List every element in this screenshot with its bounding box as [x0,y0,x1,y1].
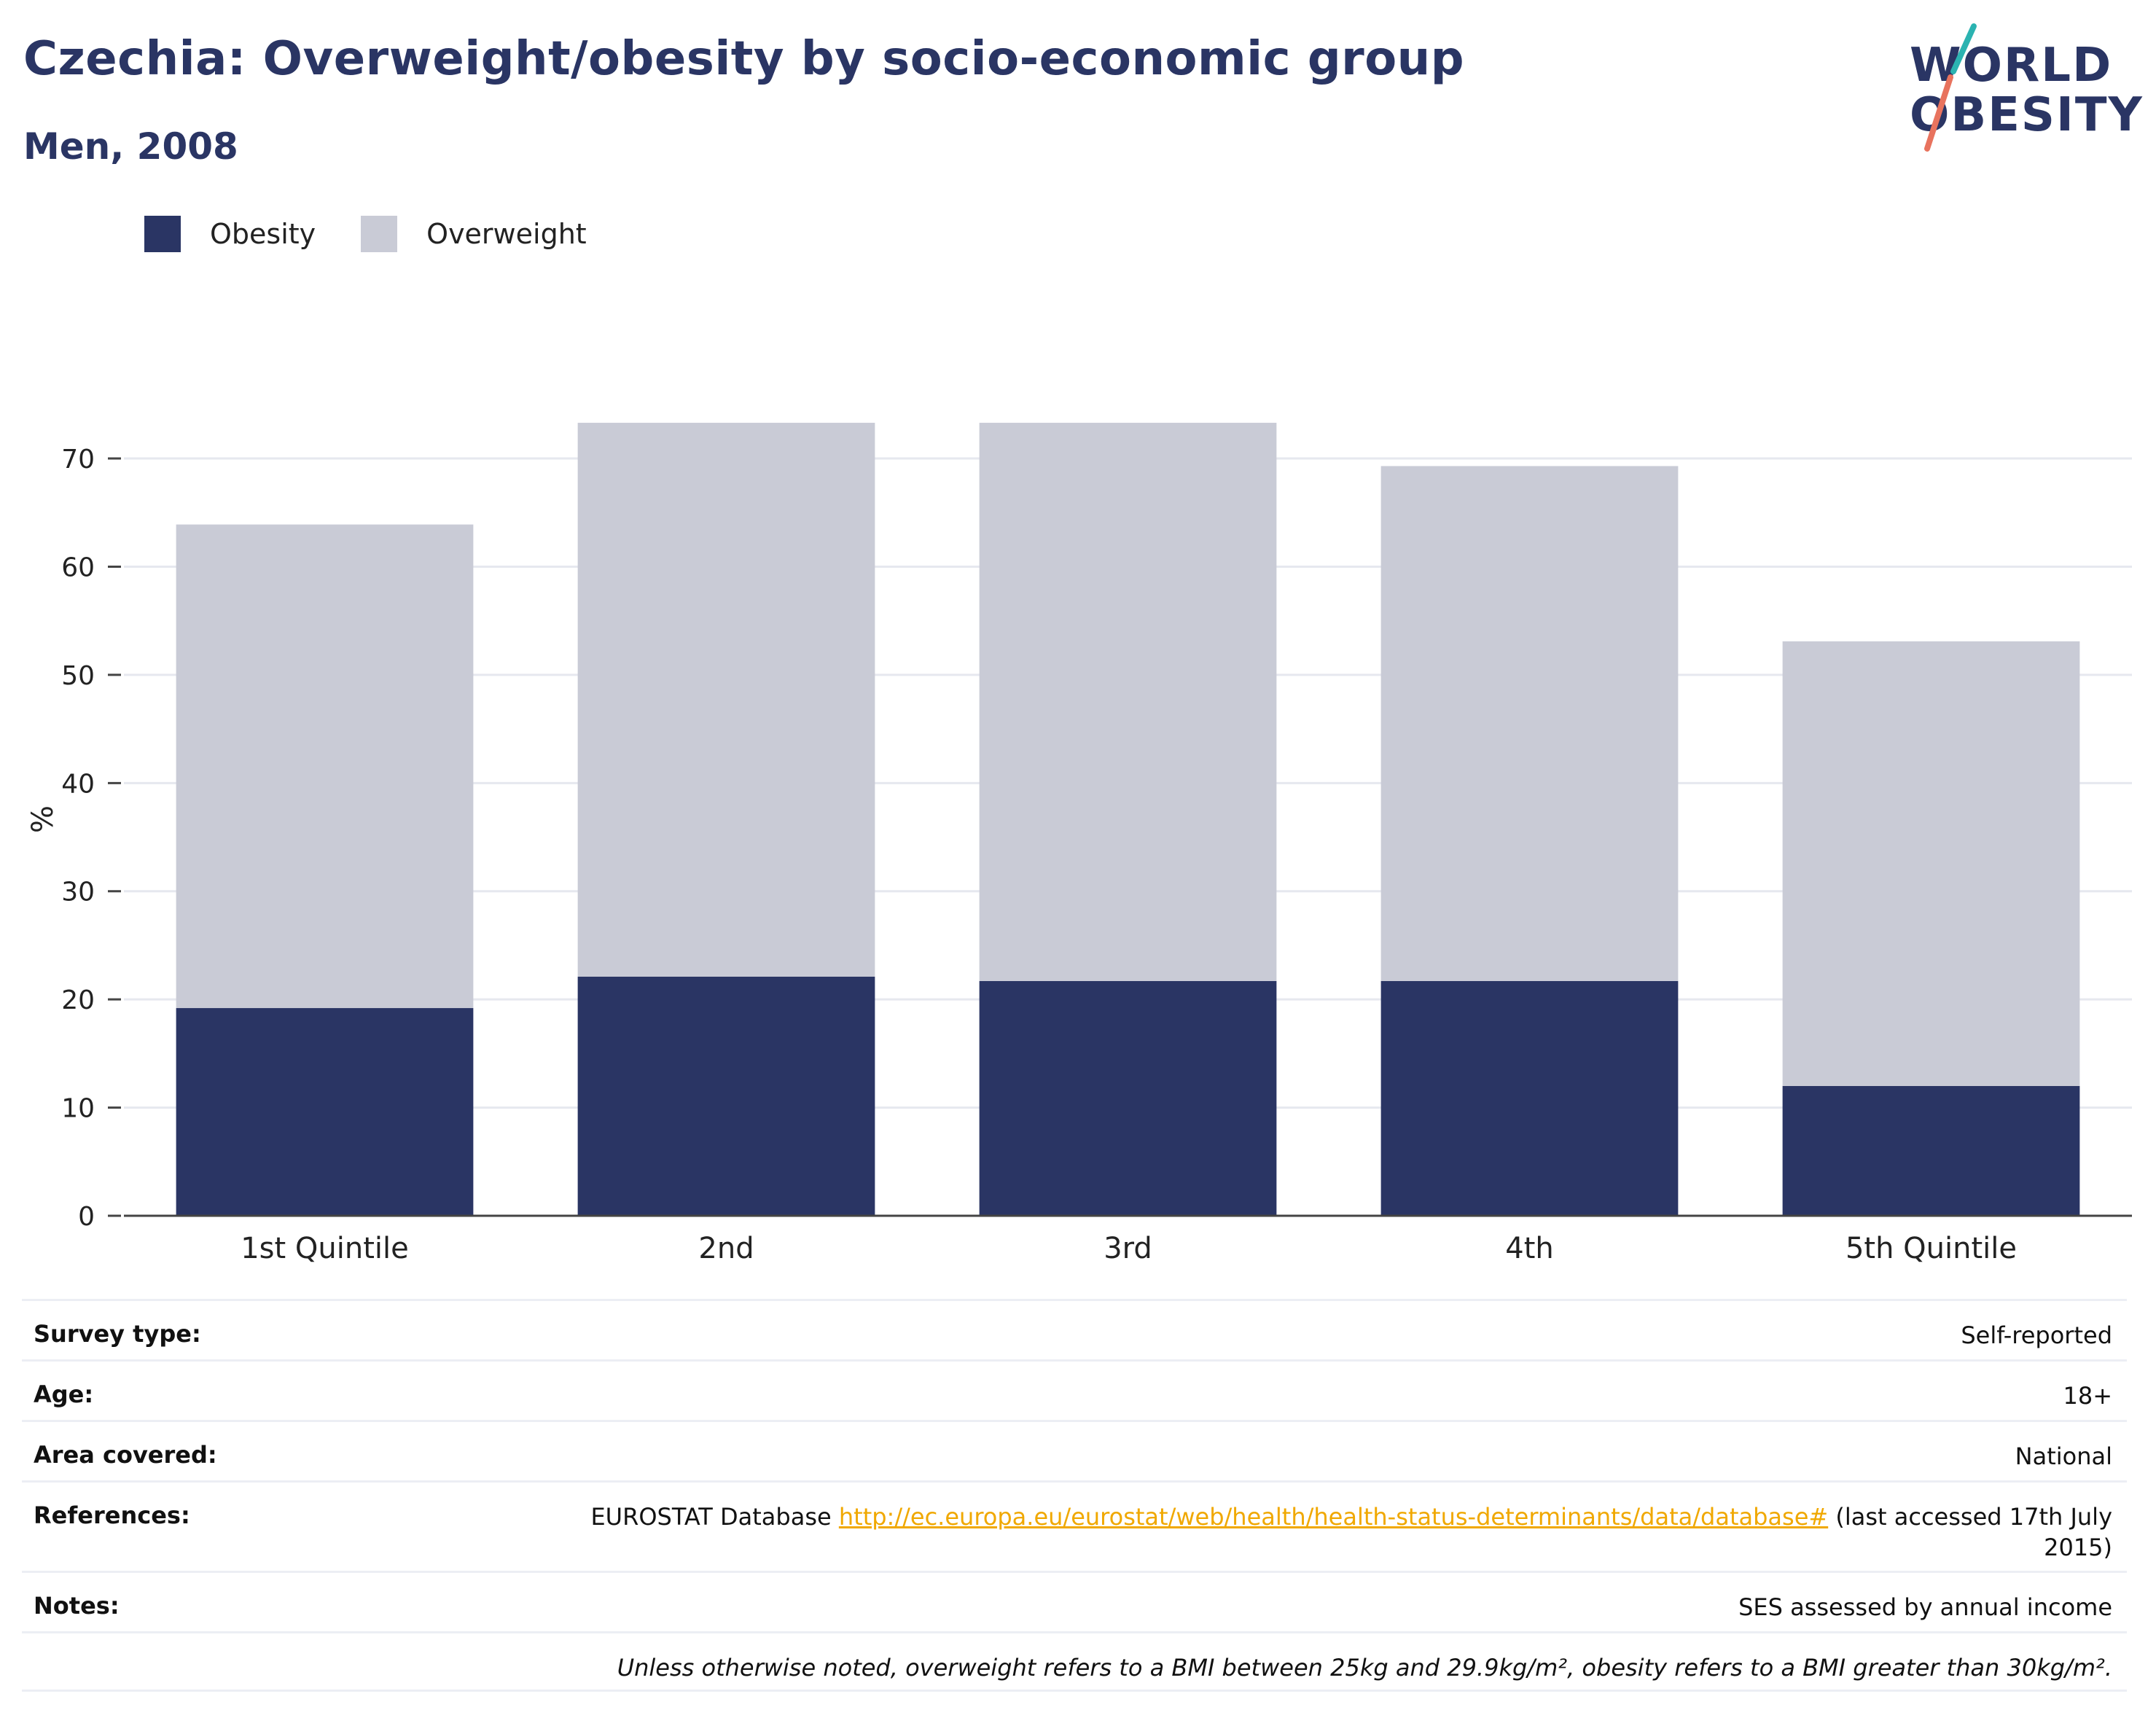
logo-text-world: WORLD [1910,39,2113,93]
bar-overweight-3 [979,423,1277,981]
info-row-survey-type: Survey type: Self-reported [22,1299,2127,1359]
reference-prefix: EUROSTAT Database [590,1503,839,1531]
chart-title: Czechia: Overweight/obesity by socio-eco… [23,32,1465,86]
bar-obesity-4 [1380,980,1679,1216]
bar-obesity-5 [1782,1085,2080,1216]
bar-obesity-1 [176,1008,474,1216]
bar-overweight-1 [176,524,474,1009]
bar-overweight-5 [1782,641,2080,1086]
bar-overweight-4 [1380,466,1679,981]
legend-swatch-obesity [144,216,181,252]
x-tick-label: 3rd [1104,1232,1152,1265]
y-tick-label: 10 [61,1094,95,1124]
x-tick-label: 5th Quintile [1846,1232,2017,1265]
legend-label-obesity: Obesity [210,218,316,250]
legend-item-overweight[interactable]: Overweight [361,216,587,252]
y-tick-label: 50 [61,661,95,691]
chart-legend: Obesity Overweight [144,216,632,252]
info-value-references: EUROSTAT Database http://ec.europa.eu/eu… [582,1501,2112,1571]
logo-slash-icon [1924,23,1977,152]
info-row-notes: Notes: SES assessed by annual income [22,1571,2127,1631]
reference-link[interactable]: http://ec.europa.eu/eurostat/web/health/… [838,1503,1829,1531]
y-tick-label: 60 [61,552,95,582]
x-tick-label: 4th [1505,1232,1553,1265]
info-row-area-covered: Area covered: National [22,1420,2127,1480]
info-row-footnote: Unless otherwise noted, overweight refer… [22,1631,2127,1692]
y-tick-label: 40 [61,769,95,799]
footnote-text: Unless otherwise noted, overweight refer… [617,1654,2112,1682]
logo-text-obesity: OBESITY [1910,88,2144,142]
info-row-references: References: EUROSTAT Database http://ec.… [22,1480,2127,1571]
legend-swatch-overweight [361,216,398,252]
info-value: Self-reported [1961,1321,2112,1349]
y-tick-label: 20 [61,985,95,1015]
info-label: Survey type: [34,1320,201,1348]
bar-chart: 0 10 20 30 40 50 60 70% 1st Quintile 2nd 3rd 4th 5th… [26,423,2132,1265]
legend-label-overweight: Overweight [426,218,587,250]
info-value: SES assessed by annual income [1738,1593,2112,1621]
x-tick-label: 1st Quintile [241,1232,409,1265]
info-label: References: [34,1501,190,1529]
y-tick-label: 30 [61,878,95,907]
world-obesity-logo: WORLD OBESITY [1902,20,2143,159]
y-axis-label: % [26,805,60,833]
info-value: 18+ [2063,1382,2112,1410]
info-table: Survey type: Self-reported Age: 18+ Area… [22,1299,2127,1692]
info-label: Area covered: [34,1441,217,1469]
bar-obesity-3 [979,980,1277,1216]
y-tick-label: 0 [78,1202,95,1232]
y-tick-label: 70 [61,445,95,474]
legend-item-obesity[interactable]: Obesity [144,216,316,252]
bar-obesity-2 [577,976,875,1216]
reference-suffix: (last accessed 17th July 2015) [1828,1503,2112,1561]
chart-subtitle: Men, 2008 [23,125,238,168]
info-row-age: Age: 18+ [22,1359,2127,1420]
bar-overweight-2 [577,423,875,977]
info-label: Notes: [34,1592,120,1620]
info-value: National [2015,1442,2112,1470]
info-label: Age: [34,1380,94,1408]
x-tick-label: 2nd [698,1232,754,1265]
